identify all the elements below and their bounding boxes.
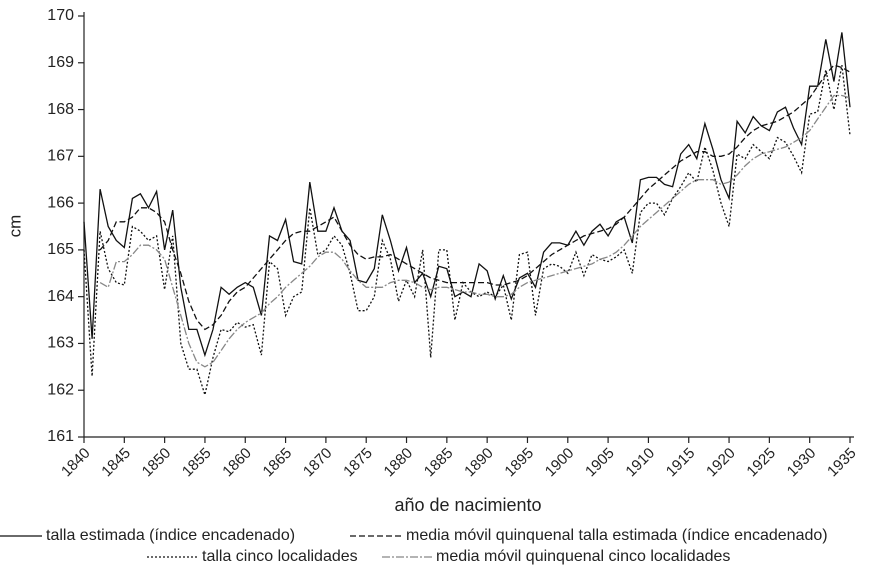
series-line	[83, 32, 851, 358]
x-tick-label: 1870	[300, 445, 336, 481]
y-tick-label: 164	[47, 288, 74, 305]
series-line	[99, 64, 851, 331]
y-tick-label: 162	[47, 381, 74, 398]
x-tick-label: 1885	[421, 445, 457, 481]
y-tick-label: 170	[47, 7, 74, 24]
x-tick-label: 1845	[98, 445, 134, 481]
y-tick-label: 167	[47, 148, 74, 165]
y-tick-label: 169	[47, 54, 74, 71]
x-tick-label: 1905	[582, 445, 618, 481]
legend-label: media móvil quinquenal cinco localidades	[436, 548, 730, 565]
x-tick-label: 1875	[340, 445, 376, 481]
x-tick-label: 1890	[461, 445, 497, 481]
x-tick-label: 1910	[622, 445, 658, 481]
y-tick-label: 166	[47, 194, 74, 211]
series-line	[99, 94, 851, 368]
x-tick-label: 1920	[703, 445, 739, 481]
x-tick-label: 1850	[139, 445, 175, 481]
x-tick-label: 1855	[179, 445, 215, 481]
x-tick-label: 1915	[663, 445, 699, 481]
y-tick-label: 165	[47, 241, 74, 258]
y-axis-label: cm	[5, 215, 24, 238]
legend-label: talla cinco localidades	[202, 548, 358, 565]
y-tick-label: 168	[47, 101, 74, 118]
x-tick-label: 1930	[784, 445, 820, 481]
x-tick-label: 1895	[501, 445, 537, 481]
legend-label: talla estimada (índice encadenado)	[46, 527, 295, 544]
x-tick-label: 1925	[743, 445, 779, 481]
x-tick-label: 1900	[542, 445, 578, 481]
x-tick-label: 1935	[824, 445, 860, 481]
x-tick-label: 1840	[58, 445, 94, 481]
x-tick-label: 1865	[260, 445, 296, 481]
x-axis-label: año de nacimiento	[394, 495, 541, 515]
legend-label: media móvil quinquenal talla estimada (í…	[406, 527, 828, 544]
x-tick-label: 1860	[219, 445, 255, 481]
series-line	[83, 64, 851, 398]
y-tick-label: 163	[47, 335, 74, 352]
y-tick-label: 161	[47, 428, 74, 445]
x-tick-label: 1880	[381, 445, 417, 481]
